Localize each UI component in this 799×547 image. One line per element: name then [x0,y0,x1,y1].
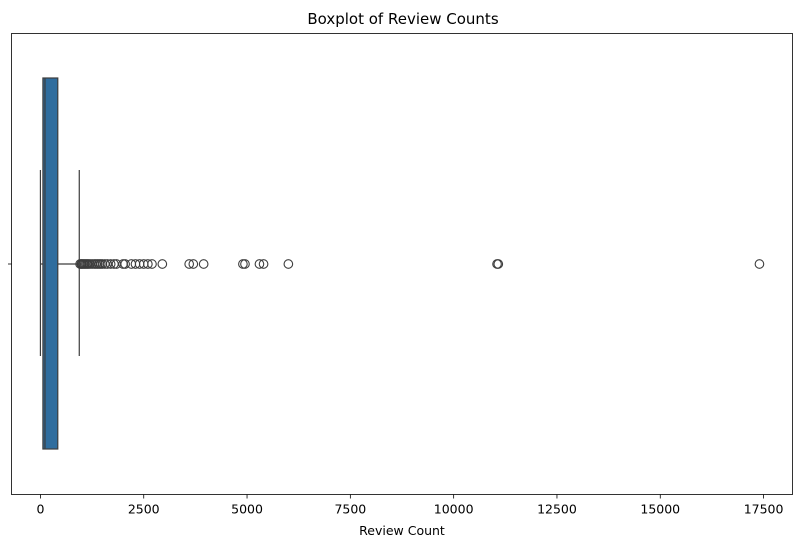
x-tick-label: 2500 [128,502,160,517]
x-tick-label: 10000 [434,502,474,517]
box-group [39,77,80,450]
plot-area [11,33,793,495]
x-tick-label: 17500 [744,502,784,517]
x-tick-label: 5000 [231,502,263,517]
outlier-group [75,259,765,269]
outlier-point [493,259,504,269]
outlier-point [240,259,250,269]
outlier-point [188,259,199,269]
x-axis: 0 2500 5000 7500 10000 12500 15000 17500 [36,494,784,517]
x-tick-label: 0 [36,502,44,517]
outlier-point [118,259,128,269]
outlier-point [754,259,765,269]
outlier-point [258,259,269,269]
outlier-point [184,259,195,269]
outlier-point [157,259,168,269]
x-tick-label: 12500 [537,502,577,517]
box-iqr [42,77,59,450]
x-tick-label: 15000 [640,502,680,517]
outlier-point [120,259,130,269]
chart-title: Boxplot of Review Counts [307,10,498,28]
outlier-point [143,259,153,269]
outlier-point [147,259,157,269]
x-tick-label: 7500 [334,502,366,517]
x-axis-label: Review Count [359,523,445,538]
outlier-point [105,259,116,269]
outlier-point [238,259,248,269]
outlier-point [254,259,265,269]
outlier-point [283,259,294,269]
outlier-point [198,259,209,269]
